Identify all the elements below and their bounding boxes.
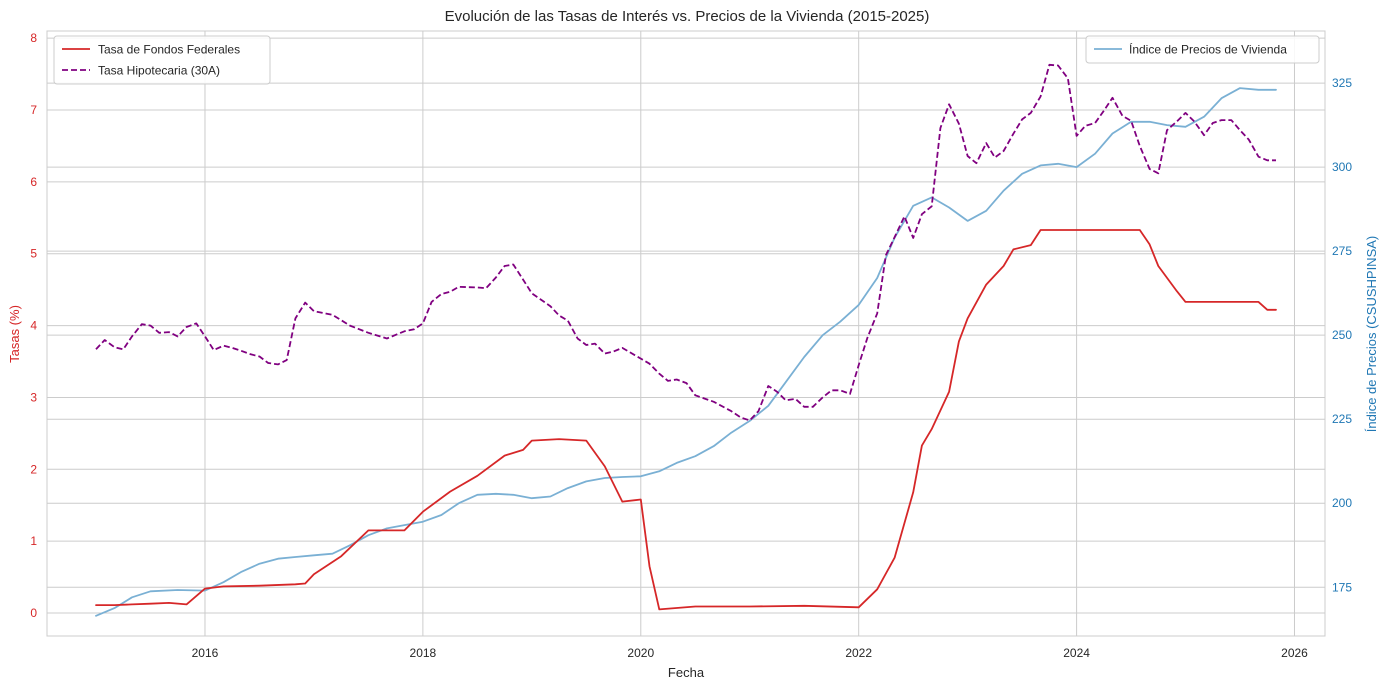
legend-price: Índice de Precios de Vivienda	[1085, 35, 1320, 64]
x-axis-title: Fecha	[668, 665, 705, 680]
plot-frame	[46, 30, 1326, 637]
y-right-tick-label: 275	[1332, 244, 1352, 258]
x-tick-label: 2026	[1281, 646, 1308, 660]
legend-price-label: Índice de Precios de Vivienda	[1129, 42, 1287, 57]
y-left-tick-label: 2	[30, 462, 37, 476]
legend-mortgage-label: Tasa Hipotecaria (30A)	[98, 64, 220, 78]
legend-rates-box	[53, 35, 271, 85]
series-line-mortgage	[95, 63, 1276, 422]
legend-price-box	[1085, 35, 1320, 64]
y-right-tick-label: 200	[1332, 496, 1352, 510]
series-line-fed	[95, 229, 1277, 611]
series-line-price	[95, 87, 1277, 617]
series-lines	[95, 63, 1277, 617]
chart-title: Evolución de las Tasas de Interés vs. Pr…	[445, 8, 930, 25]
left-y-axis-title: Tasas (%)	[7, 305, 22, 363]
x-tick-label: 2020	[627, 646, 654, 660]
y-right-tick-label: 225	[1332, 412, 1352, 426]
y-right-tick-label: 325	[1332, 76, 1352, 90]
y-left-tick-label: 7	[30, 103, 37, 117]
left-y-axis: 0 1 2 3 4 5 6 7 8	[30, 31, 37, 620]
y-left-tick-label: 4	[30, 319, 37, 333]
y-right-tick-label: 175	[1332, 580, 1352, 594]
legend-fed-label: Tasa de Fondos Federales	[98, 43, 240, 57]
y-left-tick-label: 5	[30, 247, 37, 261]
x-tick-label: 2022	[845, 646, 872, 660]
x-tick-label: 2024	[1063, 646, 1090, 660]
y-right-tick-label: 250	[1332, 328, 1352, 342]
y-left-tick-label: 1	[30, 534, 37, 548]
y-left-tick-label: 3	[30, 390, 37, 404]
y-left-tick-label: 0	[30, 606, 37, 620]
x-tick-label: 2016	[192, 646, 219, 660]
x-axis: 2016 2018 2020 2022 2024 2026	[192, 646, 1309, 660]
y-left-tick-label: 8	[30, 31, 37, 45]
legend-rates: Tasa de Fondos Federales Tasa Hipotecari…	[53, 35, 271, 85]
right-y-axis: 175 200 225 250 275 300 325	[1332, 76, 1352, 594]
y-right-tick-label: 300	[1332, 160, 1352, 174]
y-left-tick-label: 6	[30, 175, 37, 189]
right-y-axis-title: Índice de Precios (CSUSHPINSA)	[1364, 236, 1379, 433]
x-tick-label: 2018	[410, 646, 437, 660]
grid-lines	[47, 31, 1325, 636]
